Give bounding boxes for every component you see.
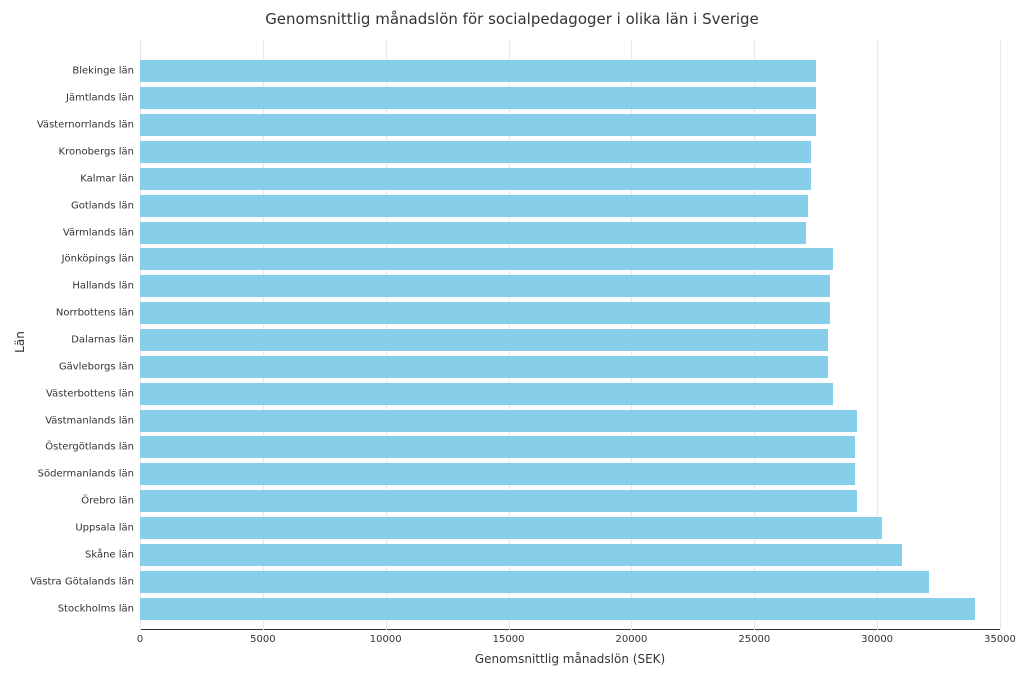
bar [140, 329, 828, 351]
y-tick-label: Västernorrlands län [37, 120, 140, 131]
bar [140, 248, 833, 270]
y-tick-label: Dalarnas län [71, 335, 140, 346]
x-tick-label: 20000 [616, 630, 648, 645]
x-tick-label: 25000 [738, 630, 770, 645]
y-tick-label: Jämtlands län [66, 93, 140, 104]
bar [140, 598, 975, 620]
y-axis-title: Län [13, 331, 27, 353]
bar [140, 195, 808, 217]
y-tick-label: Kronobergs län [59, 147, 140, 158]
y-tick-label: Västra Götalands län [30, 576, 140, 587]
y-tick-label: Gävleborgs län [59, 361, 140, 372]
x-tick-label: 15000 [493, 630, 525, 645]
bar [140, 356, 828, 378]
bar [140, 302, 830, 324]
bar [140, 517, 882, 539]
y-tick-label: Gotlands län [71, 200, 140, 211]
y-tick-label: Södermanlands län [38, 469, 140, 480]
y-tick-label: Västmanlands län [45, 415, 140, 426]
bar [140, 490, 857, 512]
bar [140, 60, 816, 82]
x-tick-label: 10000 [370, 630, 402, 645]
plot-area: 05000100001500020000250003000035000Bleki… [140, 40, 1000, 630]
gridline [1000, 40, 1001, 630]
x-tick-label: 30000 [861, 630, 893, 645]
bar [140, 275, 830, 297]
y-tick-label: Jönköpings län [62, 254, 140, 265]
y-tick-label: Östergötlands län [45, 442, 140, 453]
bar [140, 436, 855, 458]
gridline [877, 40, 878, 630]
bar [140, 222, 806, 244]
y-tick-label: Skåne län [85, 549, 140, 560]
y-tick-label: Örebro län [81, 496, 140, 507]
x-axis-title: Genomsnittlig månadslön (SEK) [475, 652, 665, 666]
chart-title: Genomsnittlig månadslön för socialpedago… [0, 10, 1024, 28]
y-tick-label: Norrbottens län [56, 308, 140, 319]
y-tick-label: Värmlands län [63, 227, 140, 238]
bar [140, 141, 811, 163]
salary-chart: Genomsnittlig månadslön för socialpedago… [0, 0, 1024, 680]
bar [140, 87, 816, 109]
bar [140, 463, 855, 485]
bar [140, 383, 833, 405]
x-tick-label: 0 [137, 630, 143, 645]
x-tick-label: 5000 [250, 630, 275, 645]
y-tick-label: Uppsala län [75, 523, 140, 534]
y-tick-label: Hallands län [72, 281, 140, 292]
x-tick-label: 35000 [984, 630, 1016, 645]
bar [140, 168, 811, 190]
bar [140, 544, 902, 566]
y-tick-label: Blekinge län [72, 66, 140, 77]
bar [140, 410, 857, 432]
y-tick-label: Kalmar län [80, 173, 140, 184]
y-tick-label: Västerbottens län [46, 388, 140, 399]
y-tick-label: Stockholms län [58, 603, 140, 614]
bar [140, 571, 929, 593]
bar [140, 114, 816, 136]
